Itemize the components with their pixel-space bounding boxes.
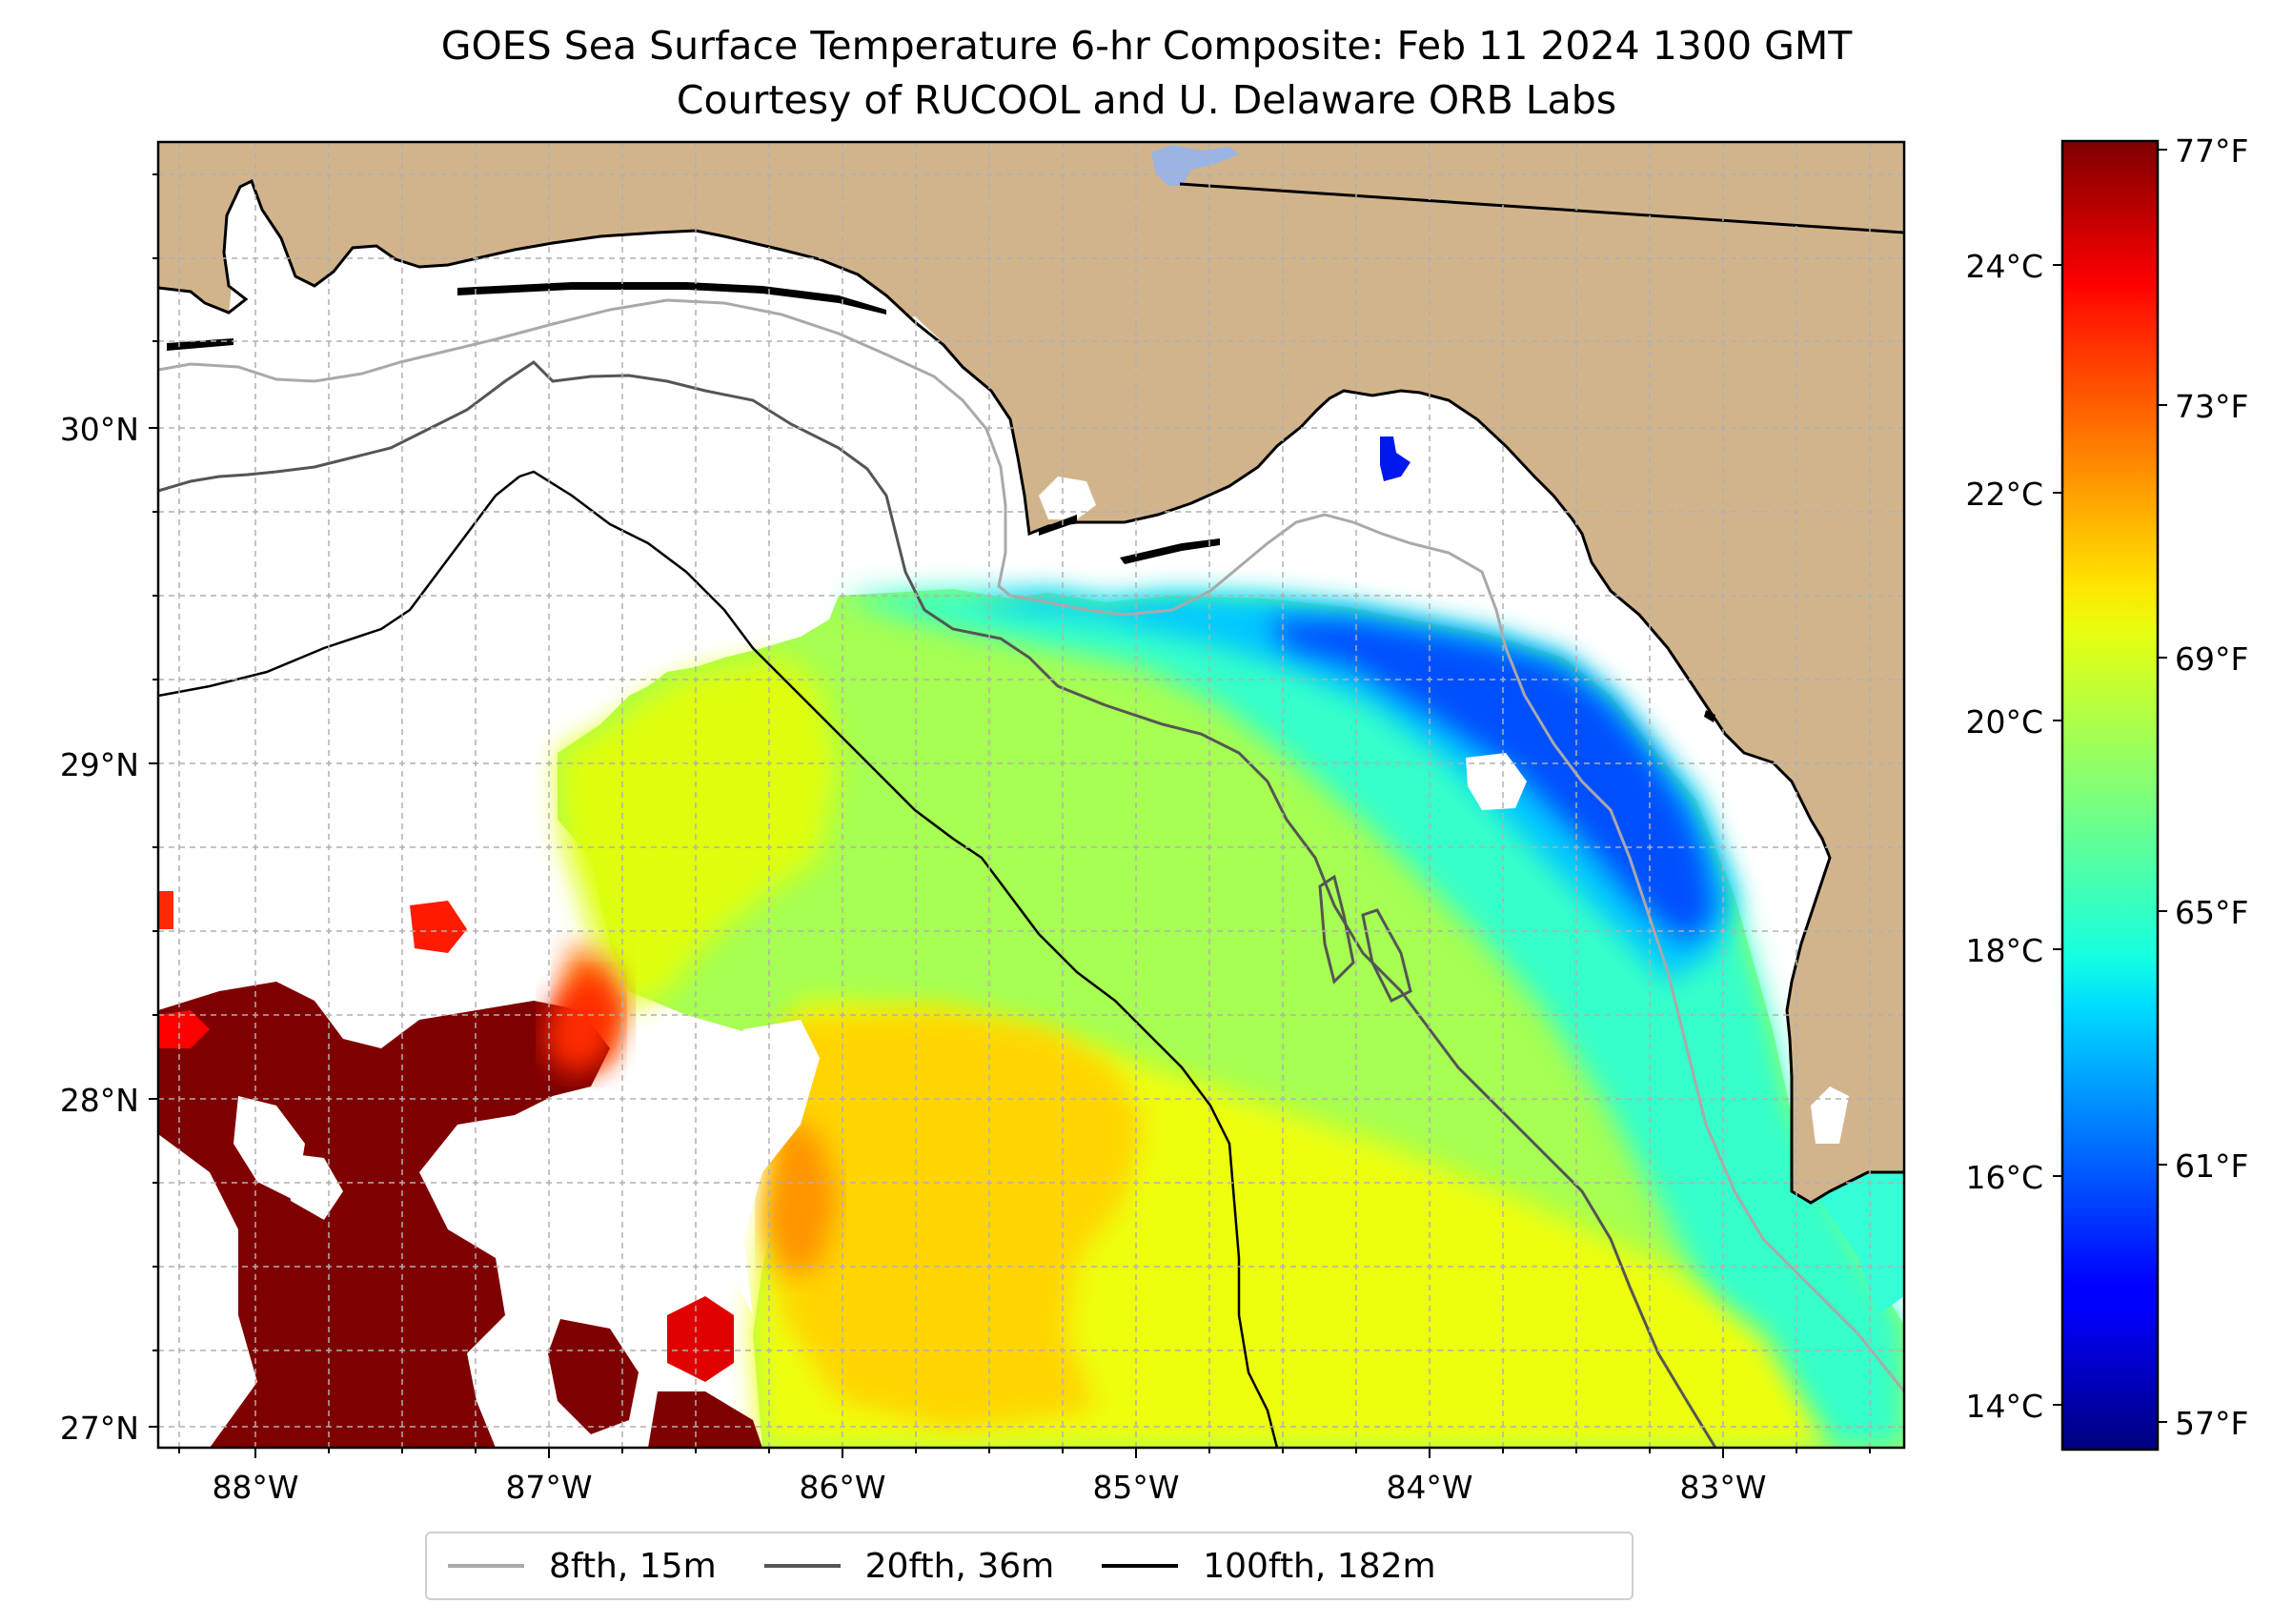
lat-label-29n: 29°N [60,746,139,783]
lat-axis [149,173,158,1428]
legend-line-100fth [1102,1564,1179,1568]
lat-label-27n: 27°N [60,1410,139,1447]
colorbar-f-73: 73°F [2175,388,2248,425]
legend-label-100fth: 100fth, 182m [1203,1546,1436,1586]
chart-subtitle: Courtesy of RUCOOL and U. Delaware ORB L… [676,77,1617,123]
sst-field [158,436,1904,1448]
isobaths [158,298,1904,1448]
map-frame [156,140,1906,1450]
legend-label-8fth: 8fth, 15m [549,1546,717,1586]
colorbar-c-14: 14°C [1965,1388,2043,1425]
lake-seminole [1151,145,1239,186]
colorbar-fahrenheit-ticks [2158,149,2167,1423]
colorbar-f-69: 69°F [2175,640,2248,678]
colorbar-f-61: 61°F [2175,1147,2248,1185]
lat-label-30n: 30°N [60,411,139,448]
gridlines [158,142,1904,1448]
colorbar-f-77: 77°F [2175,132,2248,170]
lon-axis [178,1448,1871,1458]
chart-title: GOES Sea Surface Temperature 6-hr Compos… [440,23,1853,69]
legend-line-20fth [763,1564,841,1568]
legend-item-100fth: 100fth, 182m [1102,1546,1436,1586]
isobath-legend: 8fth, 15m 20fth, 36m 100fth, 182m [425,1532,1634,1600]
lon-label-86w: 86°W [799,1469,885,1506]
legend-label-20fth: 20fth, 36m [864,1546,1055,1586]
colorbar-frame [2060,139,2160,1451]
lon-label-83w: 83°W [1679,1469,1766,1506]
lon-label-87w: 87°W [505,1469,592,1506]
colorbar-c-18: 18°C [1965,932,2043,969]
colorbar-f-57: 57°F [2175,1405,2248,1442]
lon-label-88w: 88°W [212,1469,298,1506]
legend-item-8fth: 8fth, 15m [448,1547,717,1586]
colorbar-f-65: 65°F [2175,894,2248,931]
colorbar-c-22: 22°C [1965,476,2043,513]
state-border [1179,182,1904,234]
lat-label-28n: 28°N [60,1082,139,1119]
colorbar [2062,141,2158,1450]
colorbar-c-20: 20°C [1965,703,2043,741]
colorbar-c-24: 24°C [1965,248,2043,285]
legend-item-20fth: 20fth, 36m [763,1546,1055,1586]
colorbar-celsius-ticks [2053,264,2062,1406]
legend-line-8fth [448,1564,524,1568]
lon-label-85w: 85°W [1092,1469,1179,1506]
lon-label-84w: 84°W [1386,1469,1472,1506]
colorbar-c-16: 16°C [1965,1159,2043,1196]
